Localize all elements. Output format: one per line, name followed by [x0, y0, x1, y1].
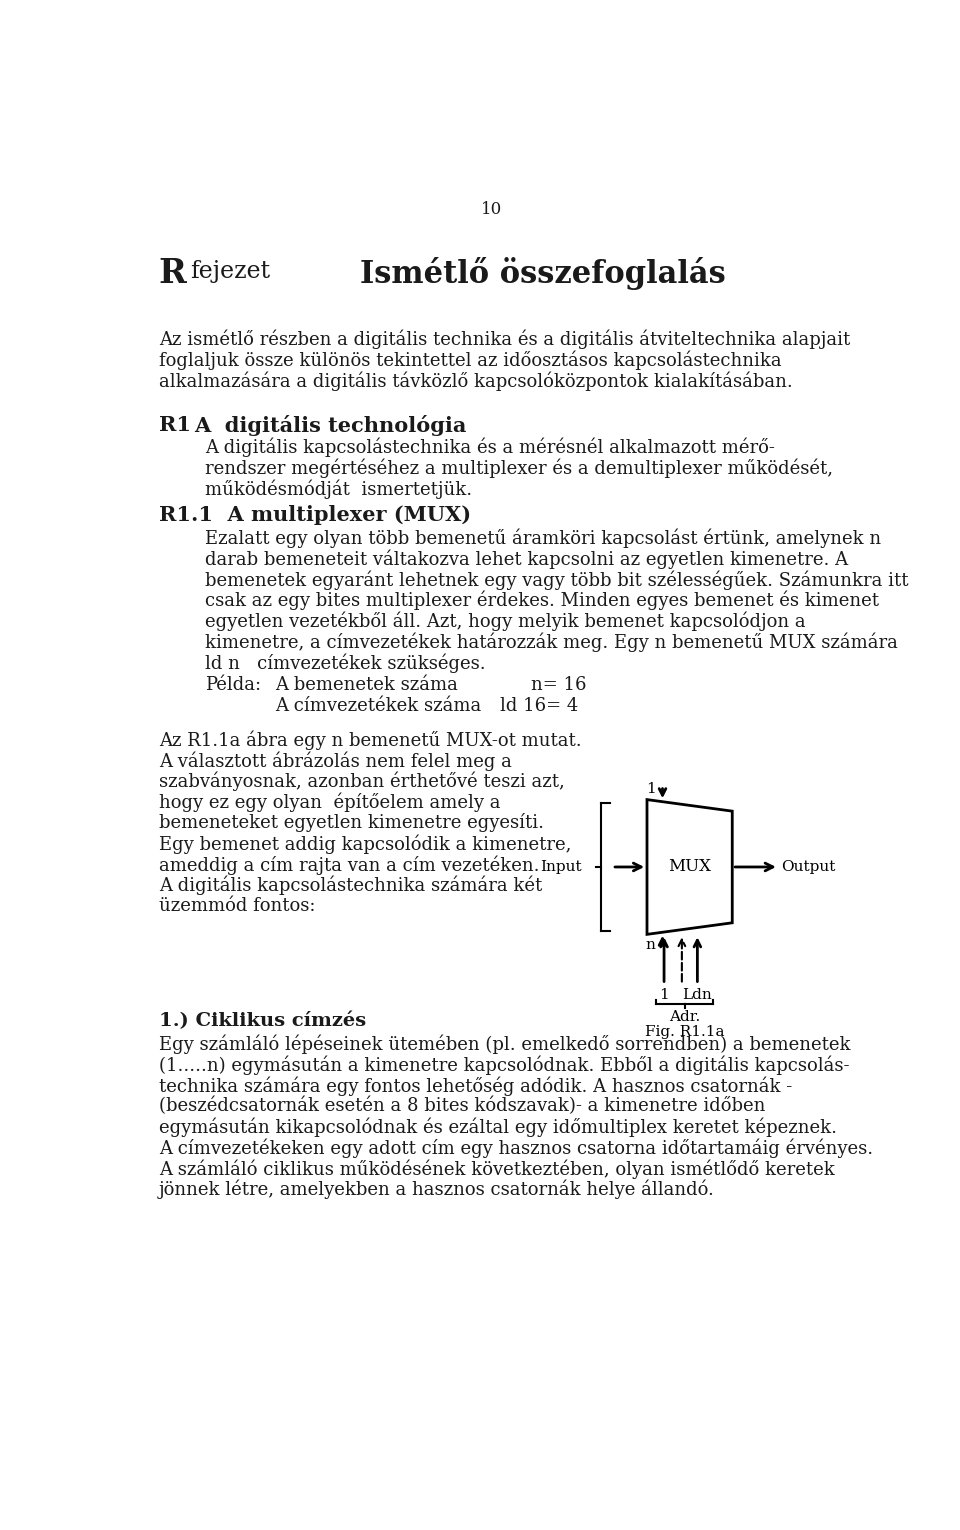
Text: foglaljuk össze különös tekintettel az időosztásos kapcsolástechnika: foglaljuk össze különös tekintettel az i…: [158, 350, 781, 370]
Text: A digitális kapcsolástechnika és a mérésnél alkalmazott mérő-: A digitális kapcsolástechnika és a mérés…: [205, 438, 775, 457]
Text: 10: 10: [481, 200, 503, 217]
Text: A választott ábrázolás nem felel meg a: A választott ábrázolás nem felel meg a: [158, 751, 512, 771]
Text: Ismétlő összefoglalás: Ismétlő összefoglalás: [360, 257, 726, 289]
Text: Adr.: Adr.: [669, 1010, 700, 1024]
Text: kimenetre, a címvezetékek határozzák meg. Egy n bemenetű MUX számára: kimenetre, a címvezetékek határozzák meg…: [205, 632, 899, 652]
Text: Fig. R1.1a: Fig. R1.1a: [645, 1025, 725, 1039]
Text: A bemenetek száma: A bemenetek száma: [275, 676, 458, 695]
Text: Az ismétlő részben a digitális technika és a digitális átviteltechnika alapjait: Az ismétlő részben a digitális technika …: [158, 330, 850, 349]
Text: R: R: [158, 257, 186, 289]
Text: működésmódját  ismertetjük.: működésmódját ismertetjük.: [205, 479, 472, 499]
Text: R1: R1: [158, 415, 191, 435]
Text: ameddig a cím rajta van a cím vezetéken.: ameddig a cím rajta van a cím vezetéken.: [158, 855, 540, 875]
Text: bemenetek egyaránt lehetnek egy vagy több bit szélességűek. Számunkra itt: bemenetek egyaránt lehetnek egy vagy töb…: [205, 571, 909, 589]
Text: n= 16: n= 16: [531, 676, 587, 695]
Text: ld n   címvezetékek szükséges.: ld n címvezetékek szükséges.: [205, 653, 486, 673]
Text: hogy ez egy olyan  építőelem amely a: hogy ez egy olyan építőelem amely a: [158, 793, 500, 812]
Text: Output: Output: [781, 860, 835, 874]
Text: csak az egy bites multiplexer érdekes. Minden egyes bemenet és kimenet: csak az egy bites multiplexer érdekes. M…: [205, 591, 879, 610]
Text: egyetlen vezetékből áll. Azt, hogy melyik bemenet kapcsolódjon a: egyetlen vezetékből áll. Azt, hogy melyi…: [205, 612, 805, 632]
Text: Egy számláló lépéseinek ütemében (pl. emelkedő sorrendben) a bemenetek: Egy számláló lépéseinek ütemében (pl. em…: [158, 1034, 851, 1054]
Text: szabványosnak, azonban érthetővé teszi azt,: szabványosnak, azonban érthetővé teszi a…: [158, 771, 564, 791]
Text: bemeneteket egyetlen kimenetre egyesíti.: bemeneteket egyetlen kimenetre egyesíti.: [158, 814, 543, 832]
Text: Ldn: Ldn: [683, 988, 712, 1002]
Text: Input: Input: [540, 860, 582, 874]
Text: 1.) Ciklikus címzés: 1.) Ciklikus címzés: [158, 1011, 366, 1030]
Text: darab bemeneteit váltakozva lehet kapcsolni az egyetlen kimenetre. A: darab bemeneteit váltakozva lehet kapcso…: [205, 549, 849, 569]
Text: ld 16= 4: ld 16= 4: [500, 698, 578, 715]
Text: A digitális kapcsolástechnika számára két: A digitális kapcsolástechnika számára ké…: [158, 875, 542, 895]
Text: fejezet: fejezet: [190, 260, 270, 283]
Text: A  digitális technológia: A digitális technológia: [194, 415, 466, 436]
Text: 1: 1: [646, 782, 656, 796]
Text: Az R1.1a ábra egy n bemenetű MUX-ot mutat.: Az R1.1a ábra egy n bemenetű MUX-ot muta…: [158, 730, 582, 750]
Text: A számláló ciklikus működésének következtében, olyan ismétlődő keretek: A számláló ciklikus működésének következ…: [158, 1160, 834, 1178]
Text: 1: 1: [660, 988, 669, 1002]
Text: A címvezetékek száma: A címvezetékek száma: [275, 698, 481, 715]
Text: (beszédcsatornák esetén a 8 bites kódszavak)- a kimenetre időben: (beszédcsatornák esetén a 8 bites kódsza…: [158, 1097, 765, 1115]
Text: alkalmazására a digitális távközlő kapcsolóközpontok kialakításában.: alkalmazására a digitális távközlő kapcs…: [158, 372, 793, 392]
Text: (1.....n) egymásután a kimenetre kapcsolódnak. Ebből a digitális kapcsolás-: (1.....n) egymásután a kimenetre kapcsol…: [158, 1056, 850, 1074]
Text: rendszer megértéséhez a multiplexer és a demultiplexer működését,: rendszer megértéséhez a multiplexer és a…: [205, 459, 833, 477]
Text: Ezalatt egy olyan több bemenetű áramköri kapcsolást értünk, amelynek n: Ezalatt egy olyan több bemenetű áramköri…: [205, 528, 881, 548]
Text: Példa:: Példa:: [205, 676, 261, 695]
Text: R1.1  A multiplexer (MUX): R1.1 A multiplexer (MUX): [158, 505, 470, 525]
Text: egymásután kikapcsolódnak és ezáltal egy időmultiplex keretet képeznek.: egymásután kikapcsolódnak és ezáltal egy…: [158, 1117, 837, 1137]
Text: n: n: [646, 938, 656, 952]
Text: jönnek létre, amelyekben a hasznos csatornák helye állandó.: jönnek létre, amelyekben a hasznos csato…: [158, 1180, 714, 1200]
Text: üzemmód fontos:: üzemmód fontos:: [158, 897, 315, 915]
Text: Egy bemenet addig kapcsolódik a kimenetre,: Egy bemenet addig kapcsolódik a kimenetr…: [158, 834, 571, 854]
Text: technika számára egy fontos lehetőség adódik. A hasznos csatornák -: technika számára egy fontos lehetőség ad…: [158, 1076, 792, 1095]
Text: MUX: MUX: [668, 858, 711, 875]
Text: A címvezetékeken egy adott cím egy hasznos csatorna időtartamáig érvényes.: A címvezetékeken egy adott cím egy haszn…: [158, 1138, 873, 1158]
